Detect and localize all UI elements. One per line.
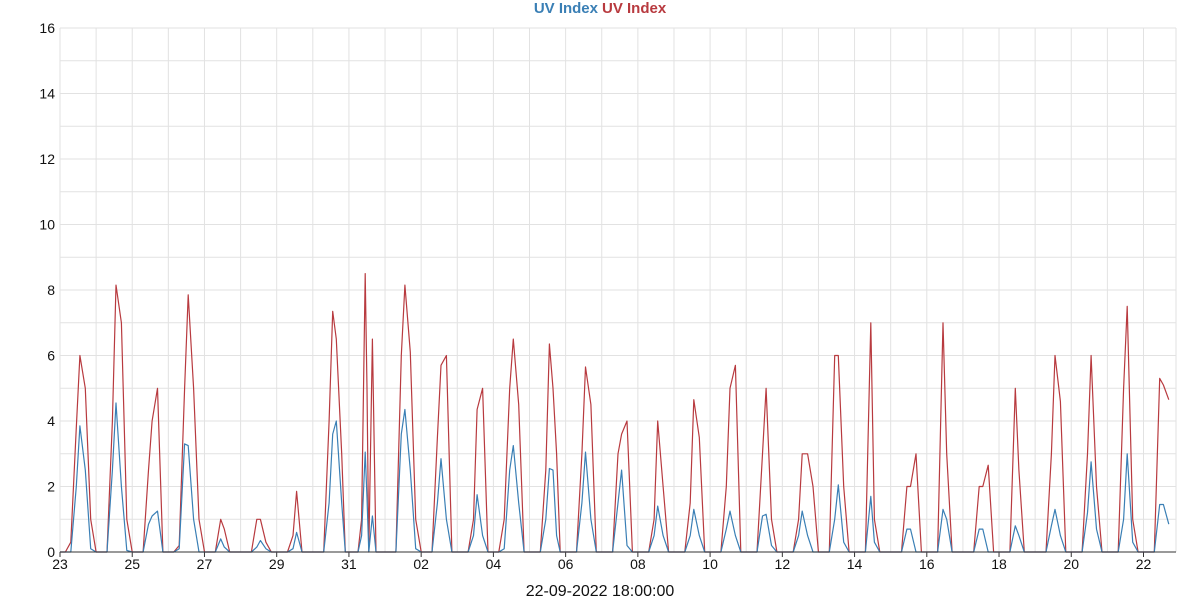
series-line-2 [60,273,1170,553]
x-tick-label: 31 [341,556,357,572]
x-tick-label: 18 [991,556,1007,572]
x-tick-label: 12 [775,556,791,572]
y-tick-label: 0 [47,544,55,560]
legend: UV Index UV Index [0,0,1200,18]
x-axis-label: 22-09-2022 18:00:00 [525,583,675,600]
y-tick-label: 16 [39,20,55,36]
x-tick-label: 10 [702,556,718,572]
grid-lines [59,27,1177,553]
x-tick-label: 29 [269,556,285,572]
y-tick-label: 4 [47,413,55,429]
x-tick-label: 23 [52,556,68,572]
series-lines [60,273,1170,553]
x-tick-label: 25 [124,556,140,572]
x-tick-label: 02 [413,556,429,572]
x-axis-ticks: 23 25 27 29 31 02 04 06 08 10 12 14 16 18 20 22 [52,552,1151,572]
y-tick-label: 2 [47,479,55,495]
x-tick-label: 20 [1063,556,1079,572]
x-tick-label: 04 [486,556,502,572]
y-tick-label: 6 [47,348,55,364]
legend-entry-series-2[interactable]: UV Index [602,0,667,17]
legend-entry-series-1[interactable]: UV Index [533,0,598,17]
y-tick-label: 12 [39,151,55,167]
y-tick-label: 14 [39,86,55,102]
x-tick-label: 27 [197,556,213,572]
x-tick-label: 14 [847,556,863,572]
x-tick-label: 22 [1136,556,1152,572]
y-tick-label: 10 [39,217,55,233]
y-tick-label: 8 [47,282,55,298]
x-tick-label: 06 [558,556,574,572]
y-axis-ticks: 0 2 4 6 8 10 12 14 16 [39,20,55,560]
x-tick-label: 08 [630,556,646,572]
x-tick-label: 16 [919,556,935,572]
